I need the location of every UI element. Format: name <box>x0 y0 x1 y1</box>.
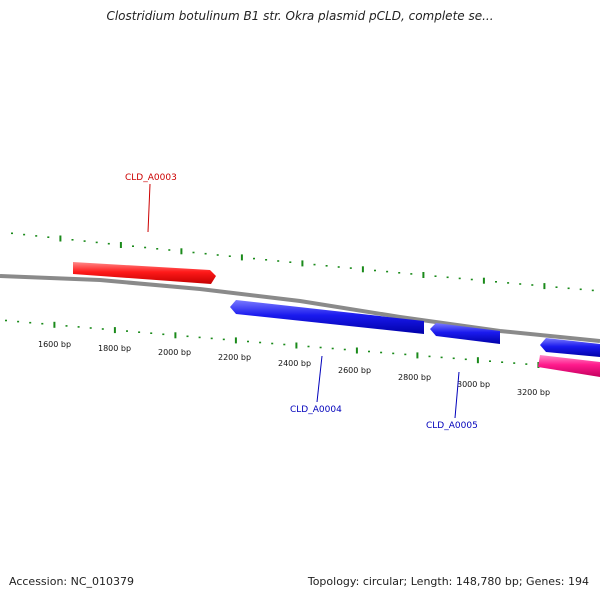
gene-track <box>73 262 600 377</box>
topology-summary: Topology: circular; Length: 148,780 bp; … <box>307 575 589 588</box>
gene-cld-a0004[interactable] <box>230 300 424 334</box>
scale-label: 2200 bp <box>218 353 251 362</box>
gene-label-leader-cld-a0004 <box>316 355 323 403</box>
scale-label: 3000 bp <box>457 380 490 389</box>
scale-label: 1600 bp <box>38 340 71 349</box>
accession-label: Accession: NC_010379 <box>9 575 135 588</box>
gene-label-cld-a0004[interactable]: CLD_A0004 <box>290 405 342 415</box>
scale-label: 2600 bp <box>338 366 371 375</box>
gene-cld-a0005[interactable] <box>430 323 500 344</box>
scale-label: 3200 bp <box>517 388 550 397</box>
scale-label: 2400 bp <box>278 359 311 368</box>
gene-forward-gene-4[interactable] <box>538 355 600 377</box>
gene-cld-a0003[interactable] <box>73 262 216 284</box>
scale-label: 2000 bp <box>158 348 191 357</box>
scale-label: 2800 bp <box>398 373 431 382</box>
outer-tick-track <box>11 232 594 292</box>
gene-label-cld-a0005[interactable]: CLD_A0005 <box>426 421 478 431</box>
gene-reverse-gene-3[interactable] <box>540 338 600 357</box>
gene-label-leader-cld-a0003 <box>147 183 151 233</box>
scale-label: 1800 bp <box>98 344 131 353</box>
gene-label-cld-a0003[interactable]: CLD_A0003 <box>125 173 177 183</box>
gene-label-leader-cld-a0005 <box>454 371 460 419</box>
map-title: Clostridium botulinum B1 str. Okra plasm… <box>106 9 494 23</box>
scale-labels: 1600 bp 1800 bp 2000 bp 2200 bp 2400 bp 2600 … <box>38 340 550 397</box>
gene-labels: CLD_A0003 CLD_A0004 CLD_A0005 <box>125 173 478 431</box>
